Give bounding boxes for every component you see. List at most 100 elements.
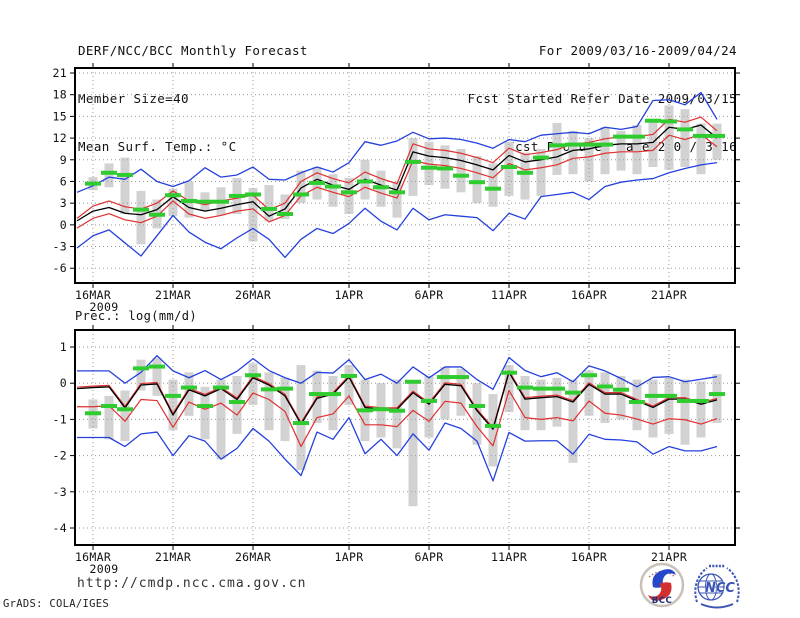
observation-dash xyxy=(389,190,405,195)
y-tick-label: 0 xyxy=(60,218,67,232)
observation-dash xyxy=(261,387,277,392)
observation-dash xyxy=(245,373,261,378)
bcc-logo: BCC xyxy=(639,562,685,608)
temp-chart: 16MAR 21MAR 26MAR 1APR 6APR 11APR 16APR 21APR 20… xyxy=(53,63,740,314)
spread-bar xyxy=(264,185,274,222)
x-tick-label: 1APR xyxy=(335,288,364,302)
observation-dash xyxy=(85,181,101,186)
observation-dash xyxy=(101,170,117,175)
observation-dash xyxy=(357,408,373,413)
y-tick-label: 12 xyxy=(53,131,67,145)
observation-dash xyxy=(485,186,501,191)
observation-dash xyxy=(613,387,629,392)
spread-bar xyxy=(104,163,114,188)
spread-bar xyxy=(664,377,674,434)
observation-dash xyxy=(85,411,101,416)
observation-dash xyxy=(181,198,197,203)
spread-bar xyxy=(600,127,610,175)
spread-bar xyxy=(648,119,658,168)
spread-bar xyxy=(280,377,290,442)
forecast-range-label: For 2009/03/16-2009/04/24 xyxy=(538,43,737,58)
ncc-logo: NCC xyxy=(694,564,740,609)
observation-dash xyxy=(469,404,485,409)
observation-dash xyxy=(597,384,613,389)
plot-frame xyxy=(74,329,736,546)
spread-bar xyxy=(488,163,498,207)
x-tick-label: 16MAR xyxy=(75,288,111,302)
spread-bar xyxy=(648,379,658,438)
x-tick-label: 21MAR xyxy=(155,550,191,564)
observation-dash xyxy=(453,173,469,178)
observation-dash xyxy=(293,192,309,197)
envelope-min-blue xyxy=(76,162,718,259)
x-tick-label: 11APR xyxy=(491,288,527,302)
spread-bar xyxy=(440,366,450,420)
spread-bar xyxy=(216,379,226,460)
prec-chart-title: Prec.: log(mm/d) xyxy=(75,309,197,323)
spread-bar xyxy=(168,188,178,217)
ncc-logo-wreath-left xyxy=(694,567,708,603)
spread-bar xyxy=(680,109,690,168)
page-title: DERF/NCC/BCC Monthly Forecast xyxy=(78,43,308,58)
observation-dash xyxy=(597,142,613,147)
ncc-logo-parallels xyxy=(698,580,724,594)
spread-bar xyxy=(664,105,674,170)
x-tick-label: 21APR xyxy=(651,288,687,302)
observation-dash xyxy=(357,179,373,184)
observation-dash xyxy=(213,385,229,390)
spread-bar xyxy=(344,177,354,215)
spread-bar xyxy=(392,181,402,218)
observation-dash xyxy=(677,398,693,403)
spread-bar xyxy=(248,187,258,242)
observation-dash xyxy=(341,373,357,378)
spread-bar xyxy=(520,152,530,200)
band-upper-red xyxy=(76,370,718,429)
observation-dash xyxy=(229,400,245,405)
spread-bar xyxy=(456,148,466,193)
y-tick-label: 3 xyxy=(60,196,67,210)
observation-dash xyxy=(661,393,677,398)
spread-bar xyxy=(296,170,306,204)
spread-bar xyxy=(232,375,242,434)
spread-bar xyxy=(344,365,354,405)
spread-bar xyxy=(152,357,162,396)
observation-dash xyxy=(389,408,405,413)
spread-bar xyxy=(248,363,258,405)
x-tick-label: 16APR xyxy=(571,288,607,302)
observation-dash xyxy=(629,134,645,139)
observation-dash xyxy=(645,393,661,398)
spread-bar xyxy=(328,174,338,207)
observation-dash xyxy=(693,133,709,138)
observation-dash xyxy=(645,118,661,123)
spread-bar xyxy=(296,365,306,471)
y-tick-label: -1 xyxy=(53,412,67,426)
bcc-logo-text: BCC xyxy=(652,596,672,606)
x-tick-label: 6APR xyxy=(415,550,444,564)
x-tick-label: 21MAR xyxy=(155,288,191,302)
bcc-logo-blue-swirl xyxy=(652,569,676,588)
observation-dash xyxy=(373,185,389,190)
spread-bar xyxy=(632,125,642,175)
spread-bar xyxy=(280,194,290,220)
y-tick-label: 18 xyxy=(53,88,67,102)
observation-dash xyxy=(549,143,565,148)
spread-bar xyxy=(520,375,530,431)
observation-dash xyxy=(661,119,677,124)
spread-bar xyxy=(136,190,146,245)
spread-bar xyxy=(552,377,562,427)
observation-green xyxy=(85,118,725,217)
observation-dash xyxy=(293,421,309,426)
spread-bar xyxy=(264,372,274,431)
observation-dash xyxy=(421,398,437,403)
spread-bar xyxy=(584,138,594,182)
header-left: DERF/NCC/BCC Monthly Forecast Member Siz… xyxy=(78,11,308,187)
observation-dash xyxy=(197,404,213,409)
x-tick-label: 26MAR xyxy=(235,288,271,302)
observation-dash xyxy=(613,134,629,139)
spread-bar xyxy=(616,375,626,420)
observation-dash xyxy=(309,180,325,185)
x-tick-label: 21APR xyxy=(651,550,687,564)
observation-dash xyxy=(421,165,437,170)
spread-bar xyxy=(328,375,338,431)
